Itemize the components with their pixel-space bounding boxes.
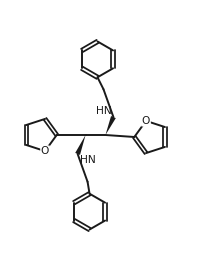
Polygon shape <box>105 116 116 135</box>
Text: HN: HN <box>96 106 111 116</box>
Text: O: O <box>41 146 49 156</box>
Text: O: O <box>142 116 150 126</box>
Polygon shape <box>75 135 86 155</box>
Text: HN: HN <box>80 155 95 165</box>
